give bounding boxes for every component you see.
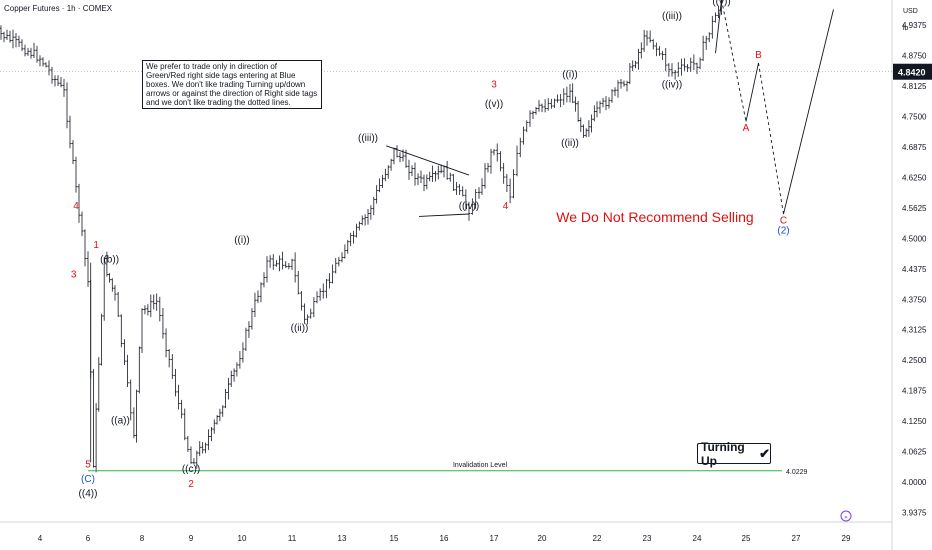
y-tick-label: 4.5000 [902,234,927,243]
x-tick-label: 20 [538,534,547,543]
x-tick-label: 23 [643,534,652,543]
goto-realtime-glyph: » [844,514,848,521]
turning-up-box: Turning Up ✔ [697,440,771,468]
warning-text: We Do Not Recommend Selling [556,209,753,225]
y-tick-label: 4.6250 [902,173,927,182]
x-tick-label: 25 [742,534,751,543]
x-tick-label: 27 [792,534,801,543]
wave-label: ((v)) [712,0,730,7]
x-tick-label: 17 [490,534,499,543]
x-tick-label: 4 [38,534,43,543]
y-tick-label: 4.4375 [902,265,927,274]
wave-label: ((c)) [182,464,200,475]
y-tick-label: 4.0625 [902,448,927,457]
wave-label: ((i)) [234,235,250,246]
currency-label: USD [903,8,918,15]
x-tick-label: 13 [338,534,347,543]
wave-label: ((4)) [79,489,98,500]
wave-label: ((i)) [562,70,578,81]
y-tick-label: 4.8750 [902,52,927,61]
x-tick-label: 8 [140,534,145,543]
invalidation-value: 4.0229 [786,469,808,476]
y-tick-label: 4.9375 [902,21,927,30]
wave-label: (2) [777,225,789,236]
wave-label: A [743,123,750,134]
y-tick-label: 4.8125 [902,82,927,91]
x-tick-label: 29 [842,534,851,543]
y-tick-label: 4.0000 [902,478,927,487]
price-axis-background [892,0,932,550]
wave-label: (C) [81,474,95,485]
wave-label: 2 [188,479,194,490]
wave-label: ((iii)) [358,133,378,144]
wave-label: C [780,216,787,227]
wave-label: ((ii)) [291,323,309,334]
wave-label: B [755,50,762,61]
wave-label: ((b)) [100,255,119,266]
y-tick-label: 4.1875 [902,387,927,396]
x-tick-label: 16 [440,534,449,543]
time-axis[interactable]: 4 6 8 9 10 11 13 15 16 17 20 22 23 24 25 27 29 » [38,510,852,543]
wave-label: ((iv)) [459,201,480,212]
wave-label: ((iv)) [662,79,683,90]
projection-wave-b [745,62,759,122]
wave-label: ((a)) [111,415,130,426]
wave-label: ((v)) [485,99,503,110]
projection-wave-a [721,0,747,122]
price-bars [0,0,723,473]
y-tick-label: 4.7500 [902,113,927,122]
check-icon: ✔ [759,445,770,461]
wave-label: 3 [491,79,497,90]
projection-wave-c [758,62,784,215]
wave-label: 5 [85,459,91,470]
wave-label: ((iii)) [662,11,682,22]
invalidation-label: Invalidation Level [453,462,508,469]
wave-label: 3 [71,269,77,280]
x-tick-label: 22 [593,534,602,543]
y-tick-label: 4.6875 [902,143,927,152]
current-price-tag [893,63,932,80]
wave-label: ((ii)) [561,138,579,149]
wave-label: 4 [503,201,509,212]
turning-up-label: Turning Up [701,439,745,468]
x-tick-label: 11 [288,534,297,543]
y-tick-label: 3.9375 [902,508,927,517]
x-tick-label: 9 [189,534,194,543]
chart-annotations: Invalidation Level 4.0229 [88,0,834,476]
triangle-upper-line [386,145,470,176]
y-tick-label: 4.1250 [902,417,927,426]
wave-5-leg [715,0,722,54]
wave-label: 1 [93,240,99,251]
triangle-lower-line [418,213,470,217]
x-tick-label: 6 [86,534,91,543]
x-tick-label: 10 [238,534,247,543]
y-tick-label: 4.3125 [902,326,927,335]
y-tick-label: 4.3750 [902,295,927,304]
unit-label: lb [903,25,909,32]
trading-note: We prefer to trade only in direction of … [142,60,322,109]
y-tick-label: 4.5625 [902,204,927,213]
wave-labels: 4 3 1((b)) ((a)) ((c)) 2 5 (C) ((4)) ((i)) ((ii)) (… [71,0,790,500]
goto-realtime-icon [840,510,852,522]
y-tick-label: 4.2500 [902,356,927,365]
current-price-label: 4.8420 [898,68,926,78]
chart-title: Copper Futures · 1h · COMEX [4,4,113,13]
x-tick-label: 24 [693,534,702,543]
x-tick-label: 15 [390,534,399,543]
projection-rally [783,9,834,215]
price-axis[interactable]: USD lb4.9375 4.8750 4.8125 4.7500 4.6875 4.625… [893,8,932,517]
wave-label: 4 [73,201,79,212]
